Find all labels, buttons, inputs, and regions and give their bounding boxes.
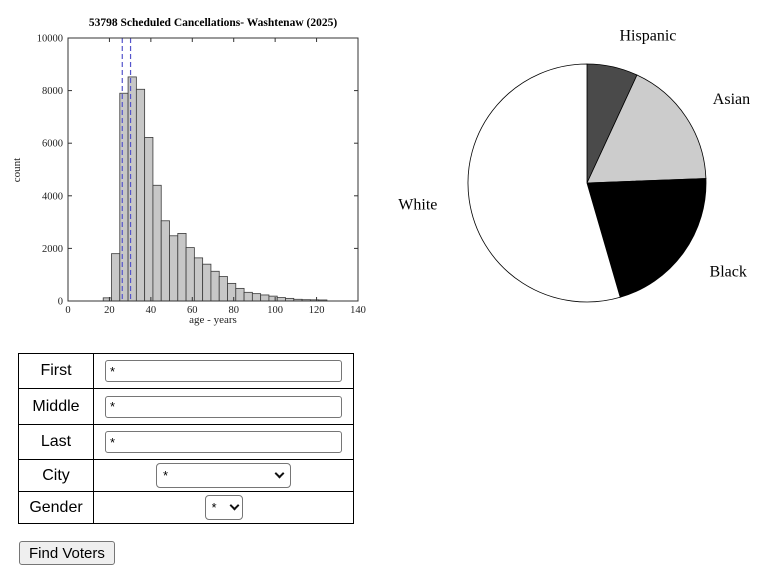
- form-row-city: City *: [18, 459, 354, 492]
- form-row-first: First: [18, 353, 354, 389]
- svg-text:0: 0: [58, 297, 63, 308]
- svg-text:100: 100: [267, 305, 283, 316]
- gender-label: Gender: [18, 491, 94, 524]
- svg-text:40: 40: [146, 305, 157, 316]
- first-input[interactable]: [105, 360, 342, 382]
- svg-text:age - years: age - years: [189, 314, 237, 326]
- svg-text:8000: 8000: [42, 86, 63, 97]
- form-row-last: Last: [18, 424, 354, 460]
- svg-text:Asian: Asian: [713, 91, 750, 108]
- svg-text:Black: Black: [710, 263, 747, 280]
- svg-text:10000: 10000: [37, 34, 63, 45]
- svg-text:140: 140: [350, 305, 366, 316]
- first-label: First: [18, 353, 94, 389]
- voter-search-form: First Middle Last City * Gender: [18, 353, 354, 524]
- gender-select[interactable]: *: [204, 495, 243, 520]
- svg-text:53798 Scheduled Cancellations-: 53798 Scheduled Cancellations- Washtenaw…: [89, 17, 338, 29]
- svg-text:120: 120: [309, 305, 325, 316]
- form-row-middle: Middle: [18, 388, 354, 425]
- svg-text:White: White: [398, 196, 437, 213]
- race-pie-svg: Hispanic Asian Black White: [398, 27, 750, 303]
- find-voters-button[interactable]: Find Voters: [19, 541, 115, 565]
- form-row-gender: Gender *: [18, 491, 354, 524]
- svg-text:Hispanic: Hispanic: [620, 27, 677, 44]
- svg-text:6000: 6000: [42, 139, 63, 150]
- middle-input[interactable]: [105, 395, 342, 418]
- svg-text:80: 80: [228, 305, 239, 316]
- svg-text:0: 0: [65, 305, 70, 316]
- age-histogram-svg: 0 20 40 60 80 100 120 140 0 2000 4000 6000 8000 10000…: [11, 17, 366, 326]
- age-histogram-chart: 0 20 40 60 80 100 120 140 0 2000 4000 6000 8000 10000…: [0, 0, 390, 350]
- middle-label: Middle: [18, 388, 94, 425]
- race-pie-chart: Hispanic Asian Black White: [390, 0, 773, 350]
- svg-text:count: count: [11, 158, 23, 182]
- svg-text:4000: 4000: [42, 191, 63, 202]
- city-select[interactable]: *: [156, 463, 291, 488]
- svg-text:60: 60: [187, 305, 198, 316]
- svg-text:2000: 2000: [42, 244, 63, 255]
- last-input[interactable]: [105, 431, 342, 453]
- last-label: Last: [18, 424, 94, 460]
- svg-text:20: 20: [104, 305, 115, 316]
- city-label: City: [18, 459, 94, 492]
